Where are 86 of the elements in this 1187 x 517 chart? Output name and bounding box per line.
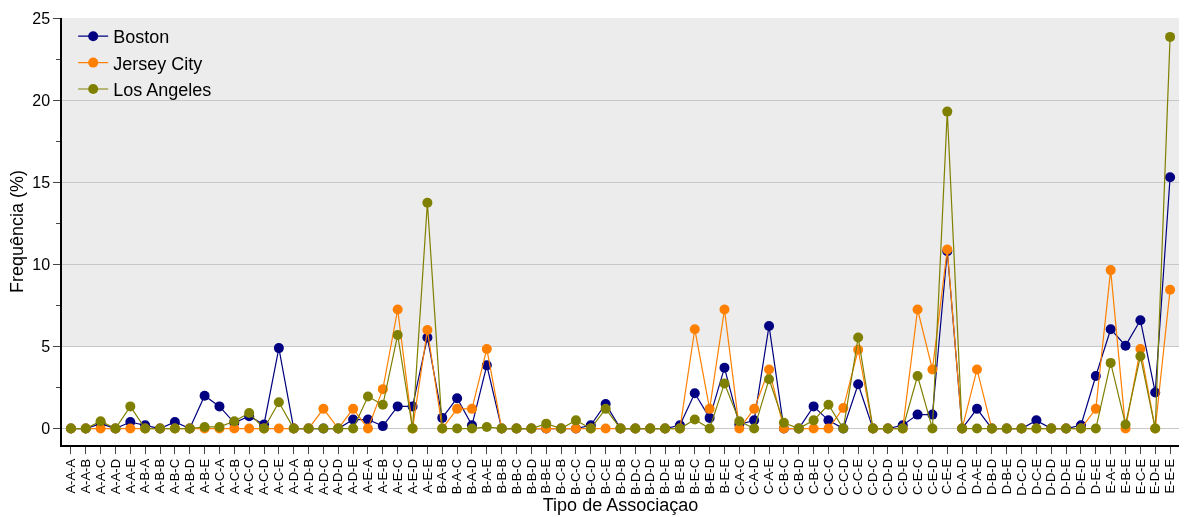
x-tick-label: A-E-E: [419, 458, 435, 494]
y-tick-label: 25: [32, 9, 51, 27]
x-tick-label: C-D-E: [894, 458, 910, 496]
x-tick-label: C-A-C: [731, 458, 747, 496]
x-tick-label: D-D-E: [1058, 458, 1074, 496]
x-tick-label: B-A-B: [434, 458, 450, 494]
x-tick-label: A-B-D: [181, 458, 197, 495]
x-tick-label: A-E-B: [375, 458, 391, 494]
x-tick-label: B-C-E: [597, 458, 613, 495]
x-tick-label: B-D-C: [627, 458, 643, 496]
x-tick-label: A-E-C: [389, 458, 405, 495]
x-tick-label: D-B-E: [998, 458, 1014, 495]
x-tick-label: A-D-C: [315, 458, 331, 496]
x-tick-label: E-E-E: [1162, 458, 1178, 494]
x-tick-label: B-B-B: [493, 458, 509, 494]
x-tick-label: D-C-D: [1013, 458, 1029, 496]
x-tick-label: B-D-E: [657, 458, 673, 495]
x-tick-label: B-B-E: [538, 458, 554, 494]
legend-label: Jersey City: [113, 53, 203, 74]
x-tick-label: D-C-E: [1028, 458, 1044, 496]
x-tick-label: C-B-D: [790, 458, 806, 496]
x-tick-label: A-C-B: [226, 458, 242, 495]
x-tick-label: D-E-E: [1088, 458, 1104, 495]
x-tick-label: E-D-E: [1147, 458, 1163, 495]
x-tick-label: A-E-D: [404, 458, 420, 495]
y-tick-label: 20: [32, 91, 51, 109]
x-tick-label: B-A-E: [479, 458, 495, 494]
x-tick-label: A-B-A: [137, 458, 153, 494]
x-tick-label: C-C-C: [820, 458, 836, 496]
x-tick-label: B-B-C: [508, 458, 524, 495]
x-tick-label: A-D-D: [330, 458, 346, 496]
x-tick-label: B-E-C: [686, 458, 702, 495]
x-tick-label: D-D-D: [1043, 458, 1059, 496]
y-tick-label: 0: [41, 420, 51, 438]
x-tick-label: C-A-D: [746, 458, 762, 496]
x-tick-label: B-C-B: [553, 458, 569, 495]
y-tick-label: 5: [41, 338, 51, 356]
x-tick-label: A-A-C: [92, 458, 108, 495]
x-tick-label: B-D-D: [642, 458, 658, 496]
x-tick-label: A-D-A: [285, 458, 301, 495]
x-tick-label: D-B-D: [984, 458, 1000, 496]
legend-label: Los Angeles: [113, 80, 212, 101]
x-tick-label: B-A-D: [464, 458, 480, 495]
x-tick-label: A-C-A: [211, 458, 227, 495]
x-tick-label: D-A-D: [954, 458, 970, 496]
x-tick-label: C-B-E: [805, 458, 821, 495]
x-tick-label: A-A-B: [77, 458, 93, 494]
x-tick-label: C-E-E: [939, 458, 955, 495]
x-tick-label: A-C-E: [271, 458, 287, 495]
x-axis-title: Tipo de Associaçao: [542, 495, 699, 516]
x-tick-label: C-E-C: [909, 458, 925, 496]
x-tick-label: B-D-B: [612, 458, 628, 495]
x-tick-label: C-A-E: [761, 458, 777, 495]
x-tick-label: C-C-D: [835, 458, 851, 496]
x-tick-label: B-E-E: [716, 458, 732, 494]
x-tick-label: A-E-A: [360, 458, 376, 494]
y-tick-label: 10: [32, 255, 51, 273]
x-tick-label: A-A-A: [63, 458, 79, 494]
y-tick-label: 15: [32, 173, 51, 191]
x-tick-label: E-B-E: [1117, 458, 1133, 494]
x-tick-label: D-E-D: [1073, 458, 1089, 496]
x-tick-label: A-B-E: [196, 458, 212, 494]
x-tick-label: A-C-D: [256, 458, 272, 496]
x-tick-label: C-D-D: [880, 458, 896, 496]
x-tick-label: B-E-B: [672, 458, 688, 494]
x-tick-label: E-A-E: [1102, 458, 1118, 494]
x-tick-label: A-B-C: [167, 458, 183, 495]
x-tick-label: D-A-E: [969, 458, 985, 495]
y-axis-title: Frequência (%): [6, 169, 27, 294]
x-tick-label: C-C-E: [850, 458, 866, 496]
x-tick-label: C-E-D: [924, 458, 940, 496]
x-tick-label: E-C-E: [1132, 458, 1148, 495]
x-tick-label: A-A-E: [122, 458, 138, 494]
x-tick-label: A-D-B: [300, 458, 316, 495]
x-tick-label: A-B-B: [152, 458, 168, 494]
x-tick-label: C-B-C: [776, 458, 792, 496]
x-tick-label: A-D-E: [345, 458, 361, 495]
x-tick-label: C-D-C: [865, 458, 881, 496]
x-tick-label: B-B-D: [523, 458, 539, 495]
x-tick-label: A-A-D: [107, 458, 123, 495]
x-tick-label: B-E-D: [701, 458, 717, 495]
x-tick-label: B-C-C: [568, 458, 584, 496]
x-tick-label: B-C-D: [583, 458, 599, 496]
x-tick-label: B-A-C: [449, 458, 465, 495]
x-tick-label: A-C-C: [241, 458, 257, 496]
legend-label: Boston: [113, 27, 170, 48]
